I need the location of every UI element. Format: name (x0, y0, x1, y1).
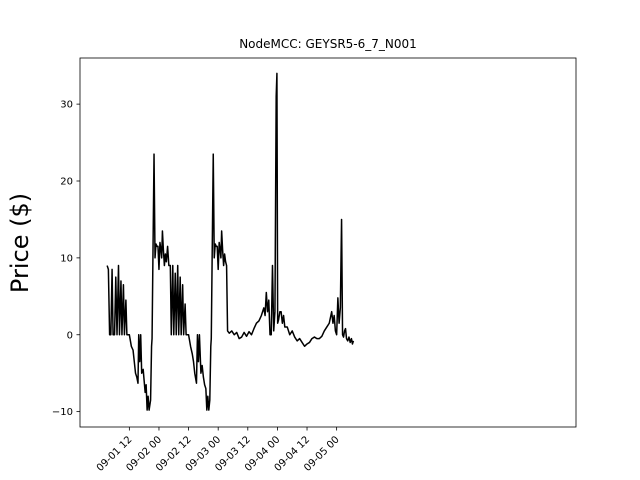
y-tick-label: 20 (60, 177, 73, 188)
y-tick-label: 0 (67, 330, 73, 341)
y-axis-ticks: −10 0 10 20 30 (52, 100, 80, 418)
y-tick-label: −10 (52, 407, 73, 418)
plot-frame (79, 57, 577, 428)
series-line-price (106, 72, 355, 411)
y-axis-label: Price ($) (6, 193, 34, 293)
y-tick-label: 10 (60, 253, 73, 264)
plot-area (106, 72, 355, 411)
chart-title: NodeMCC: GEYSR5-6_7_N001 (239, 37, 417, 51)
y-tick-label: 30 (60, 100, 73, 111)
